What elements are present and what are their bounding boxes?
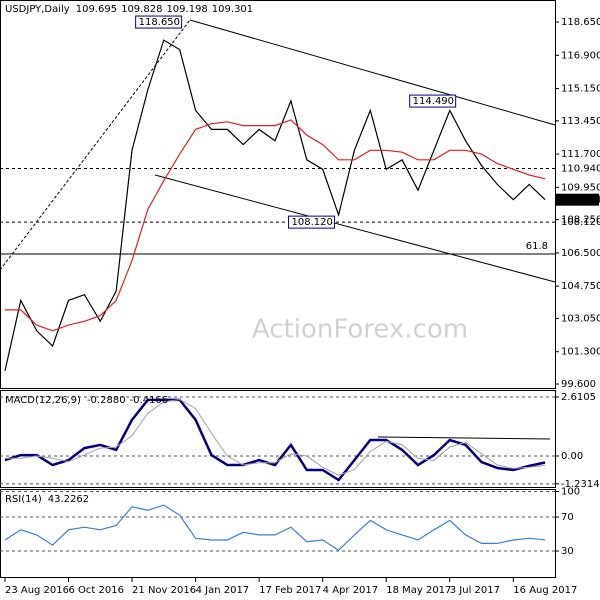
x-tick-label: 4 Apr 2017 [323, 585, 378, 596]
y-tick-label: 106.500 [561, 248, 600, 259]
panel-title: RSI(14) [5, 494, 42, 505]
fib-label: 61.8 [526, 241, 548, 252]
trend-line [0, 19, 191, 271]
y-tick-label: 118.650 [561, 17, 600, 28]
header-value: 109.828 [121, 4, 162, 15]
x-tick-label: 18 May 2017 [386, 585, 451, 596]
peak-label: 118.650 [139, 17, 180, 28]
peak-box [409, 94, 457, 108]
series-line [4, 398, 546, 482]
y-tick-label: 109.950 [561, 182, 600, 193]
x-tick-label: 16 Aug 2017 [513, 585, 577, 596]
y-tick-label: 100 [561, 487, 580, 498]
peak-box [135, 15, 183, 29]
level-label: 109.301 [561, 195, 600, 206]
series-line [4, 39, 546, 371]
y-tick-label: 103.050 [561, 313, 600, 324]
trend-line [189, 19, 556, 126]
y-tick-label: 0.00 [561, 451, 583, 462]
series-line [5, 398, 546, 476]
series-line [5, 119, 546, 332]
price-panel [0, 0, 556, 389]
macd-panel [0, 390, 556, 488]
header-value: 109.198 [166, 4, 207, 15]
x-tick-label: 3 Jul 2017 [450, 585, 500, 596]
series-line [4, 504, 546, 551]
level-box [556, 193, 599, 206]
y-tick-label: 104.750 [561, 281, 600, 292]
header-value: -0.4166 [130, 395, 169, 406]
peak-label: 114.490 [413, 96, 454, 107]
header-value: 109.301 [212, 4, 253, 15]
y-tick-label: 101.300 [561, 347, 600, 358]
y-tick-label: -1.2314 [561, 479, 600, 490]
x-tick-label: 21 Nov 2016 [132, 585, 196, 596]
y-tick-label: 30 [561, 546, 574, 557]
y-tick-label: 2.6105 [561, 392, 596, 403]
watermark: ActionForex.com [252, 315, 468, 345]
x-tick-label: 6 Oct 2016 [69, 585, 124, 596]
y-tick-label: 108.250 [561, 215, 600, 226]
y-tick-label: 113.450 [561, 116, 600, 127]
y-tick-label: 70 [561, 512, 574, 523]
rsi-panel [0, 489, 556, 578]
header-value: 109.695 [76, 4, 117, 15]
x-tick-label: 17 Feb 2017 [259, 585, 321, 596]
panel-title: USDJPY,Daily [5, 4, 70, 15]
panel-title: MACD(12,26,9) [5, 395, 81, 406]
peak-box [288, 215, 336, 229]
macd-trend-line [377, 436, 551, 440]
y-tick-label: 99.600 [561, 379, 596, 390]
x-tick-label: 23 Aug 2016 [5, 585, 69, 596]
trend-line [154, 174, 556, 283]
level-label: 108.120 [561, 217, 600, 228]
y-tick-label: 116.900 [561, 50, 600, 61]
y-tick-label: 115.150 [561, 84, 600, 95]
header-value: -0.2880 [87, 395, 126, 406]
y-tick-label: 111.700 [561, 149, 600, 160]
peak-label: 108.120 [292, 217, 333, 228]
x-tick-label: 4 Jan 2017 [196, 585, 250, 596]
header-value: 43.2262 [48, 494, 89, 505]
level-label: 110.940 [561, 164, 600, 175]
